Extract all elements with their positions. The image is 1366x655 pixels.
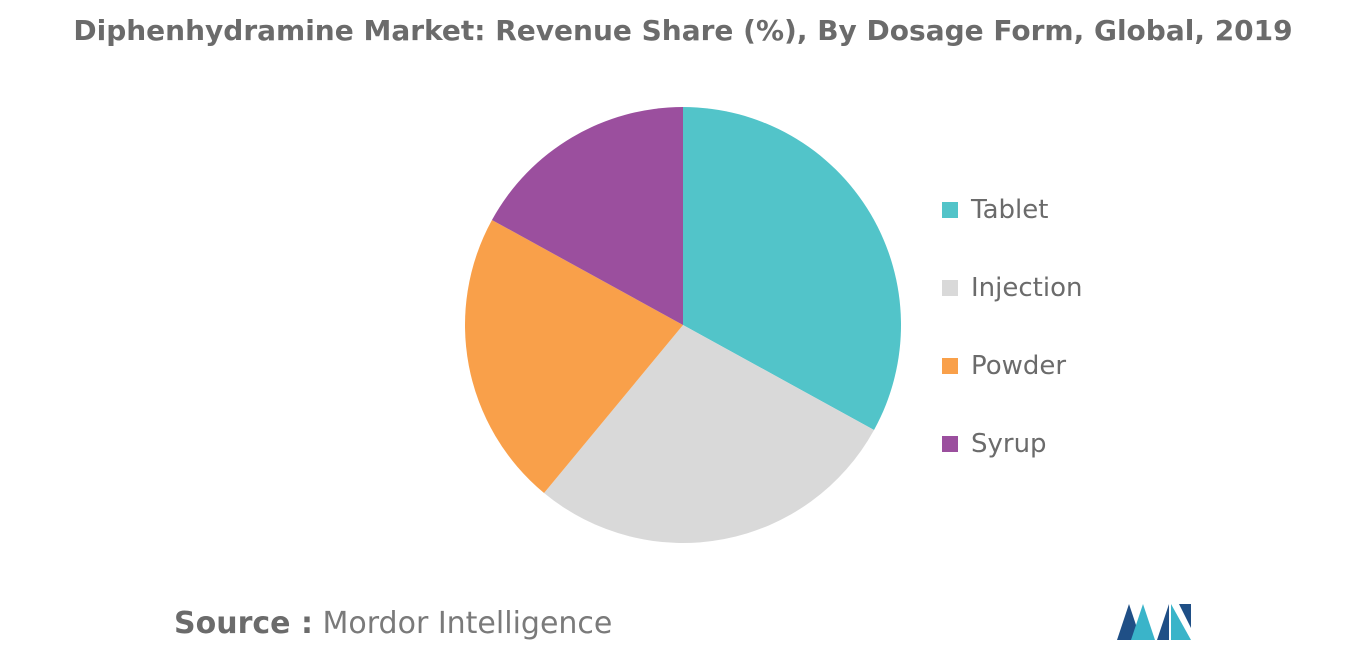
legend-item-powder: Powder [942,346,1082,386]
mordor-intelligence-logo [1117,604,1191,640]
pie-slice-injection [544,325,875,543]
pie-slice-powder [465,219,683,493]
source-label: Source : [174,606,313,641]
logo-shape-right-a [1157,604,1169,640]
chart-legend: Tablet Injection Powder Syrup [942,190,1082,502]
chart-title: Diphenhydramine Market: Revenue Share (%… [73,14,1293,47]
legend-swatch-injection [942,280,958,296]
logo-shape-right-b [1171,604,1191,640]
legend-label-powder: Powder [971,351,1067,381]
pie-slice-tablet [683,107,901,431]
pie-slices [465,106,901,543]
legend-swatch-powder [942,358,958,374]
legend-item-tablet: Tablet [942,190,1082,230]
legend-label-injection: Injection [971,273,1083,303]
source-note: Source : Mordor Intelligence [174,606,612,641]
logo-shape-right-c [1179,604,1191,628]
source-text: Mordor Intelligence [322,606,613,641]
legend-item-syrup: Syrup [942,424,1082,464]
legend-label-syrup: Syrup [971,429,1047,459]
pie-slice-syrup [491,106,683,325]
legend-swatch-syrup [942,436,958,452]
legend-item-injection: Injection [942,268,1082,308]
legend-swatch-tablet [942,202,958,218]
legend-label-tablet: Tablet [971,195,1049,225]
logo-shape-mid [1131,604,1155,640]
